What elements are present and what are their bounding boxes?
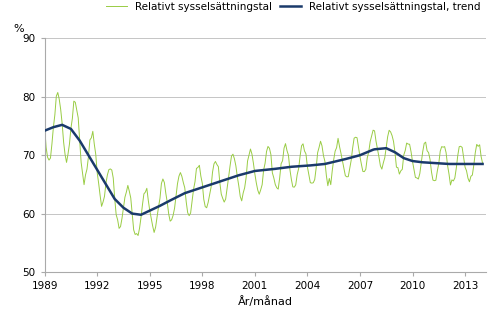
Relativt sysselsättningstal [236, 184, 242, 188]
Relativt sysselsättningstal, trend [389, 149, 395, 153]
Text: %: % [14, 24, 24, 34]
Relativt sysselsättningstal [480, 161, 486, 165]
Legend: Relativt sysselsättningstal, Relativt sysselsättningstal, trend: Relativt sysselsättningstal, Relativt sy… [106, 2, 481, 12]
Relativt sysselsättningstal, trend [221, 178, 227, 182]
Relativt sysselsättningstal, trend [344, 157, 350, 161]
Relativt sysselsättningstal [42, 125, 48, 129]
Relativt sysselsättningstal, trend [59, 123, 65, 127]
Line: Relativt sysselsättningstal: Relativt sysselsättningstal [45, 92, 483, 236]
Relativt sysselsättningstal [450, 179, 456, 183]
Relativt sysselsättningstal [389, 134, 395, 138]
Relativt sysselsättningstal, trend [42, 129, 48, 132]
Relativt sysselsättningstal, trend [450, 162, 456, 166]
Relativt sysselsättningstal [344, 175, 350, 179]
Relativt sysselsättningstal [135, 234, 141, 237]
Relativt sysselsättningstal, trend [414, 160, 420, 164]
Relativt sysselsättningstal [221, 200, 227, 204]
Relativt sysselsättningstal [414, 176, 420, 180]
Relativt sysselsättningstal, trend [236, 173, 242, 177]
Line: Relativt sysselsättningstal, trend: Relativt sysselsättningstal, trend [45, 125, 483, 215]
Relativt sysselsättningstal, trend [138, 213, 144, 217]
X-axis label: År/månad: År/månad [238, 297, 293, 308]
Relativt sysselsättningstal [55, 91, 61, 94]
Relativt sysselsättningstal, trend [480, 162, 486, 166]
